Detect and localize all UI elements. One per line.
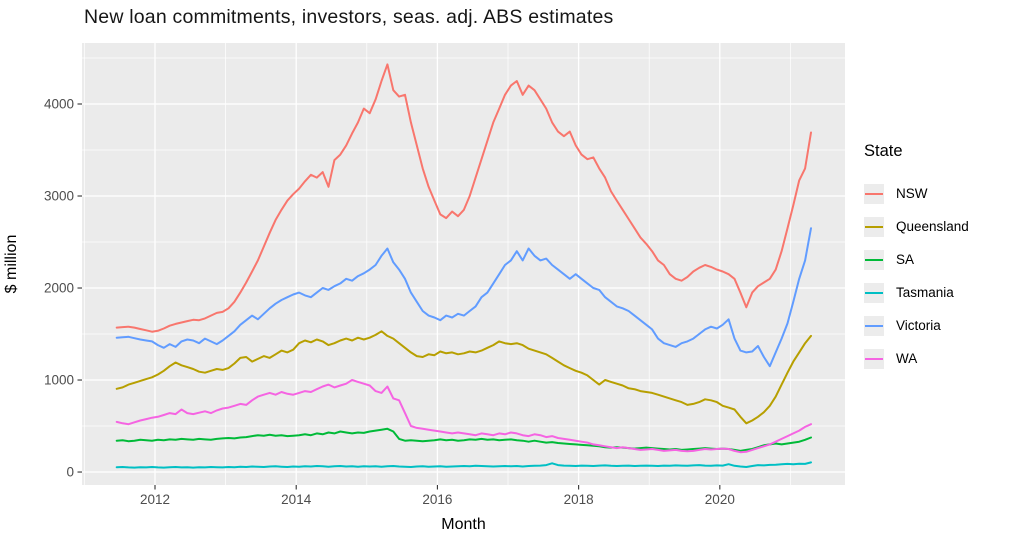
y-axis-title: $ million: [3, 234, 20, 294]
x-tick-label: 2018: [564, 492, 594, 507]
series-line-Tasmania: [115, 461, 812, 469]
legend-label: WA: [896, 351, 918, 366]
legend-key-swatch: [864, 348, 884, 369]
y-tick-label: 1000: [44, 373, 74, 388]
legend-item-WA: WA: [864, 342, 969, 375]
legend-item-Victoria: Victoria: [864, 309, 969, 342]
y-tick-label: 3000: [44, 189, 74, 204]
legend-items: NSW Queensland SA Tasmania Victoria WA: [864, 177, 969, 375]
legend-key-line-icon: [865, 357, 883, 360]
legend-item-Queensland: Queensland: [864, 210, 969, 243]
legend-key-line-icon: [865, 225, 883, 228]
x-tick-label: 2020: [705, 492, 735, 507]
x-tick-label: 2014: [281, 492, 312, 507]
y-tick-label: 4000: [44, 97, 74, 112]
legend-key-swatch: [864, 216, 884, 237]
x-axis-title: Month: [441, 516, 486, 533]
legend-key-line-icon: [865, 291, 883, 294]
x-tick-label: 2012: [140, 492, 170, 507]
legend-item-SA: SA: [864, 243, 969, 276]
legend-key-swatch: [864, 183, 884, 204]
series-line-WA: [115, 379, 812, 454]
legend-key-line-icon: [865, 192, 883, 195]
legend-key-line-icon: [865, 258, 883, 261]
x-tick-label: 2016: [422, 492, 452, 507]
legend-title: State: [864, 142, 903, 160]
legend: State NSW Queensland SA Tasmania Victoria WA: [864, 142, 969, 375]
y-tick-label: 0: [66, 465, 74, 480]
series-line-Victoria: [115, 227, 812, 368]
legend-key-line-icon: [865, 324, 883, 327]
legend-label: SA: [896, 252, 915, 267]
legend-key-swatch: [864, 315, 884, 336]
panel-background: [82, 43, 845, 485]
legend-key-swatch: [864, 282, 884, 303]
legend-label: Victoria: [896, 318, 941, 333]
legend-item-NSW: NSW: [864, 177, 969, 210]
legend-label: Tasmania: [896, 285, 954, 300]
series-line-SA: [115, 427, 812, 452]
series-line-NSW: [115, 63, 812, 333]
legend-label: NSW: [896, 186, 928, 201]
y-tick-label: 2000: [44, 281, 74, 296]
legend-item-Tasmania: Tasmania: [864, 276, 969, 309]
legend-label: Queensland: [896, 219, 969, 234]
chart-title: New loan commitments, investors, seas. a…: [84, 6, 614, 28]
legend-key-swatch: [864, 249, 884, 270]
series-line-Queensland: [115, 330, 812, 425]
